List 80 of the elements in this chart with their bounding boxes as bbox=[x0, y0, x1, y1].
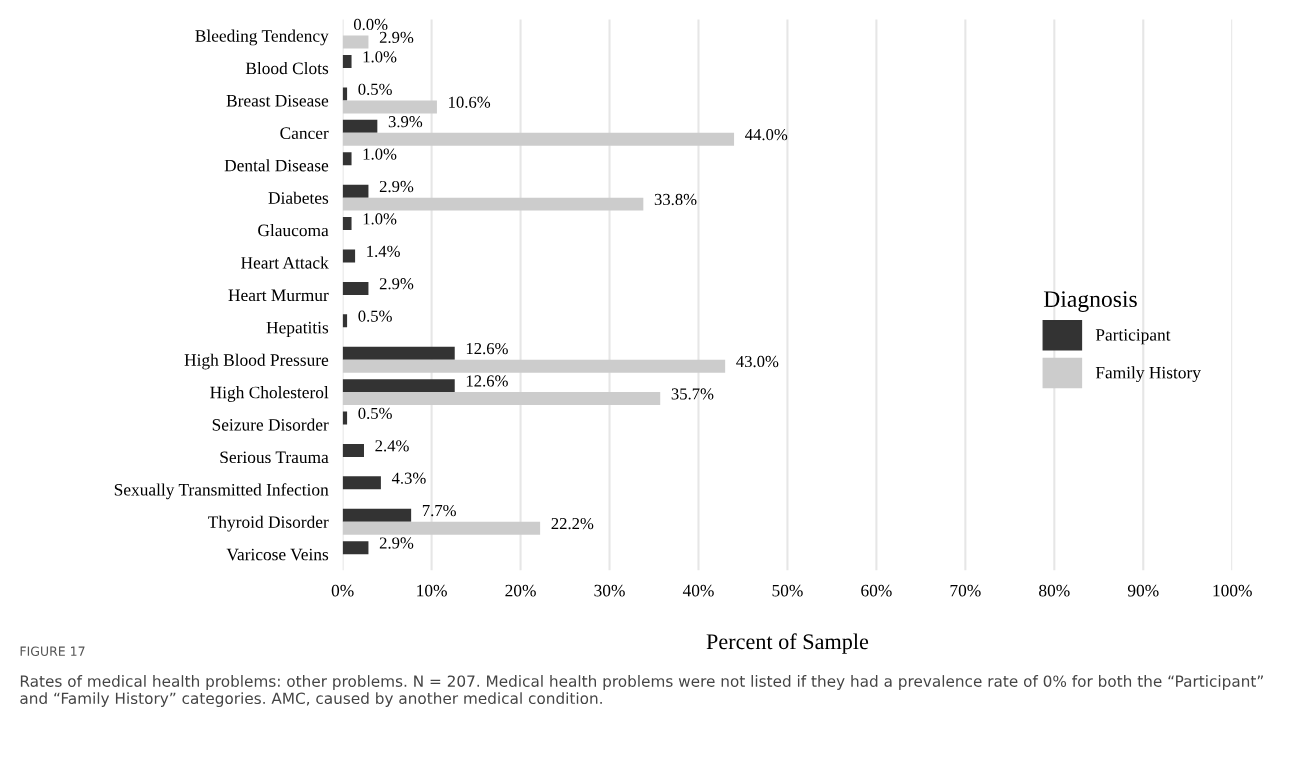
y-tick-label: Diabetes bbox=[268, 191, 329, 204]
x-tick-label: 50% bbox=[772, 584, 803, 597]
data-label: 44.0% bbox=[745, 129, 788, 141]
y-tick-label: Bleeding Tendency bbox=[195, 29, 329, 46]
data-label: 1.0% bbox=[363, 213, 397, 225]
data-label: 0.5% bbox=[358, 83, 392, 95]
x-axis-title: Percent of Sample bbox=[706, 633, 869, 654]
y-tick-label: Blood Clots bbox=[245, 61, 329, 75]
bar bbox=[342, 392, 661, 406]
data-label: 2.9% bbox=[379, 537, 414, 549]
y-tick-label: Heart Attack bbox=[241, 256, 329, 269]
y-tick-label: Hepatitis bbox=[266, 321, 329, 338]
data-label: 2.9% bbox=[379, 180, 414, 193]
x-tick-label: 60% bbox=[861, 584, 892, 597]
y-tick-label: Cancer bbox=[280, 127, 329, 140]
data-label: 1.4% bbox=[367, 245, 400, 257]
bar bbox=[342, 541, 369, 555]
data-label: 7.7% bbox=[422, 504, 456, 517]
bar bbox=[342, 132, 735, 146]
x-tick-label: 80% bbox=[1039, 584, 1070, 597]
x-tick-label: 70% bbox=[950, 584, 981, 597]
data-label: 0.0% bbox=[353, 18, 388, 31]
bar bbox=[342, 119, 378, 133]
x-tick-label: 0% bbox=[331, 584, 354, 597]
data-label: 2.9% bbox=[379, 278, 414, 290]
y-tick-label: Glaucoma bbox=[258, 224, 329, 237]
bar bbox=[342, 152, 352, 166]
x-tick-label: 40% bbox=[682, 584, 714, 597]
bar bbox=[342, 476, 381, 490]
data-label: 35.7% bbox=[671, 388, 714, 400]
y-tick-label: Sexually Transmitted Infection bbox=[114, 483, 329, 500]
data-label: 2.4% bbox=[375, 440, 409, 452]
bar bbox=[342, 314, 348, 328]
data-label: 2.9% bbox=[379, 31, 414, 44]
bar bbox=[342, 87, 348, 101]
x-tick-label: 10% bbox=[417, 584, 447, 597]
data-label: 1.0% bbox=[363, 148, 397, 160]
bar bbox=[342, 346, 455, 360]
bar bbox=[342, 55, 352, 69]
x-tick-label: 30% bbox=[594, 584, 625, 597]
data-label: 43.0% bbox=[736, 355, 779, 368]
data-label: 3.9% bbox=[388, 116, 423, 128]
text: Rates of medical health problems: other problems. N = 207. Medical health problems were not listed if they had a prevalence rate of 0% for both the “Participant” and “Family History” categories. AMC, caused by another medical condition. bbox=[20, 675, 1263, 708]
data-label: 12.6% bbox=[466, 342, 508, 355]
bar bbox=[342, 281, 369, 295]
bar bbox=[342, 443, 364, 457]
bar bbox=[342, 217, 352, 231]
y-tick-label: Heart Murmur bbox=[228, 289, 329, 302]
legend-label: Family History bbox=[1095, 366, 1201, 383]
y-tick-label: Seizure Disorder bbox=[212, 418, 329, 431]
caption: FIGURE 17 bbox=[20, 646, 85, 656]
bar bbox=[342, 508, 412, 522]
data-label: 10.6% bbox=[449, 96, 491, 108]
y-tick-label: High Blood Pressure bbox=[184, 353, 329, 370]
bar bbox=[342, 359, 726, 373]
x-tick-label: 20% bbox=[505, 584, 536, 597]
bar bbox=[342, 411, 348, 425]
bar bbox=[342, 379, 455, 393]
y-tick-label: Varicose Veins bbox=[226, 548, 329, 561]
bar bbox=[342, 35, 369, 49]
y-tick-label: Dental Disease bbox=[224, 159, 329, 172]
bar bbox=[342, 521, 541, 535]
x-tick-label: 90% bbox=[1127, 584, 1159, 597]
data-label: 1.0% bbox=[363, 51, 397, 63]
data-label: 0.5% bbox=[358, 310, 392, 322]
bar bbox=[342, 100, 437, 114]
x-tick-label: 100% bbox=[1213, 584, 1252, 597]
y-tick-label: Breast Disease bbox=[226, 94, 329, 107]
y-tick-label: Serious Trauma bbox=[220, 451, 329, 464]
y-tick-label: Thyroid Disorder bbox=[208, 515, 329, 532]
bar bbox=[342, 197, 644, 211]
bar bbox=[342, 184, 369, 198]
data-label: 0.5% bbox=[358, 407, 392, 420]
legend-label: Participant bbox=[1095, 329, 1171, 345]
data-label: 22.2% bbox=[551, 517, 594, 530]
data-label: 33.8% bbox=[654, 193, 697, 206]
data-label: 4.3% bbox=[391, 472, 426, 484]
legend-title: Diagnosis bbox=[1043, 291, 1137, 312]
data-label: 12.6% bbox=[466, 375, 508, 387]
y-tick-label: High Cholesterol bbox=[210, 386, 329, 402]
